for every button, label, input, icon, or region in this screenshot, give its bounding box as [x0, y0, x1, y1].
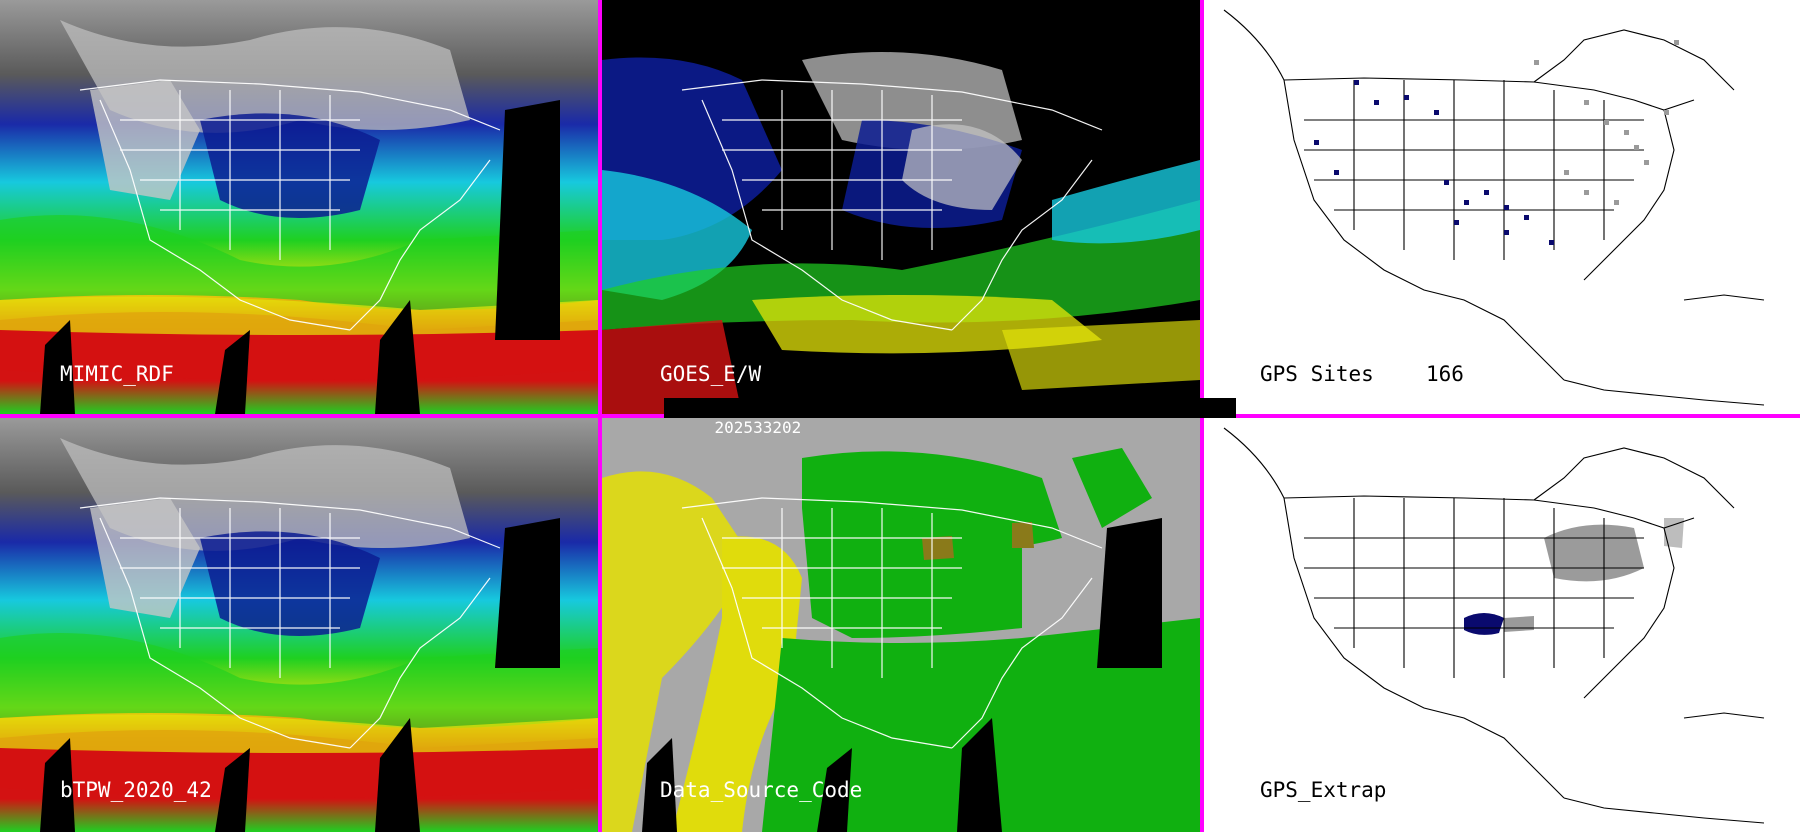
panel-label: GOES_E/W [660, 362, 762, 386]
tpw-map-btpw [0, 418, 598, 832]
gps-sites-map [1204, 0, 1800, 414]
gps-site-count: 166 [1426, 362, 1464, 386]
panel-label: MIMIC_RDF [60, 362, 174, 386]
panel-goes-ew[interactable]: GOES_E/W [602, 0, 1200, 414]
panel-label: GPS Sites [1260, 362, 1374, 386]
panel-label: bTPW_2020_42 [60, 778, 212, 802]
gps-extrap-map [1204, 418, 1800, 832]
gps-site-markers [1314, 40, 1679, 245]
tpw-map-mimic [0, 0, 598, 414]
timestamp-bar: 202533202 [664, 398, 1236, 437]
panel-label: Data_Source_Code [660, 778, 863, 802]
panel-gps-extrap[interactable]: GPS_Extrap [1204, 418, 1800, 832]
timestamp-text: 202533202 [714, 418, 802, 437]
panel-data-source-code[interactable]: Data_Source_Code [602, 418, 1200, 832]
panel-mimic-rdf[interactable]: MIMIC_RDF [0, 0, 598, 414]
panel-btpw[interactable]: bTPW_2020_42 [0, 418, 598, 832]
data-source-map [602, 418, 1200, 832]
panel-gps-sites[interactable]: GPS Sites 166 [1204, 0, 1800, 414]
tpw-map-goes [602, 0, 1200, 414]
panel-label: GPS_Extrap [1260, 778, 1387, 802]
